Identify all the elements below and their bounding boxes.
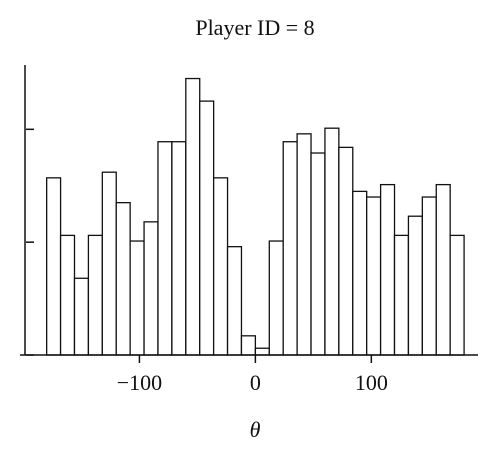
bar <box>143 221 159 356</box>
bar <box>282 141 298 356</box>
bar <box>254 347 270 356</box>
bar <box>435 183 451 356</box>
bar <box>46 177 62 356</box>
bar <box>73 277 90 356</box>
bar <box>101 171 117 356</box>
bar <box>324 127 340 356</box>
bar <box>366 196 382 356</box>
bar <box>59 234 76 356</box>
bar <box>157 141 173 356</box>
bar <box>268 240 284 356</box>
bar <box>129 240 145 356</box>
bar <box>449 234 465 356</box>
bar <box>212 177 229 356</box>
bar <box>421 196 437 356</box>
bar <box>115 202 131 356</box>
bar <box>310 152 326 356</box>
bar <box>240 335 257 356</box>
bar <box>393 234 410 356</box>
bar <box>199 100 215 356</box>
bar <box>296 133 312 356</box>
bar <box>352 190 368 356</box>
bar <box>338 146 354 356</box>
bar <box>379 183 396 356</box>
bar <box>171 141 187 356</box>
bar <box>87 234 103 356</box>
x-tick-label: 100 <box>355 370 388 395</box>
x-tick-label: 0 <box>250 370 261 395</box>
bar <box>185 77 201 356</box>
bar <box>407 215 423 356</box>
x-tick-label: −100 <box>117 370 162 395</box>
bar <box>226 246 243 356</box>
x-axis-label: θ <box>250 417 261 442</box>
chart-title: Player ID = 8 <box>195 15 314 40</box>
